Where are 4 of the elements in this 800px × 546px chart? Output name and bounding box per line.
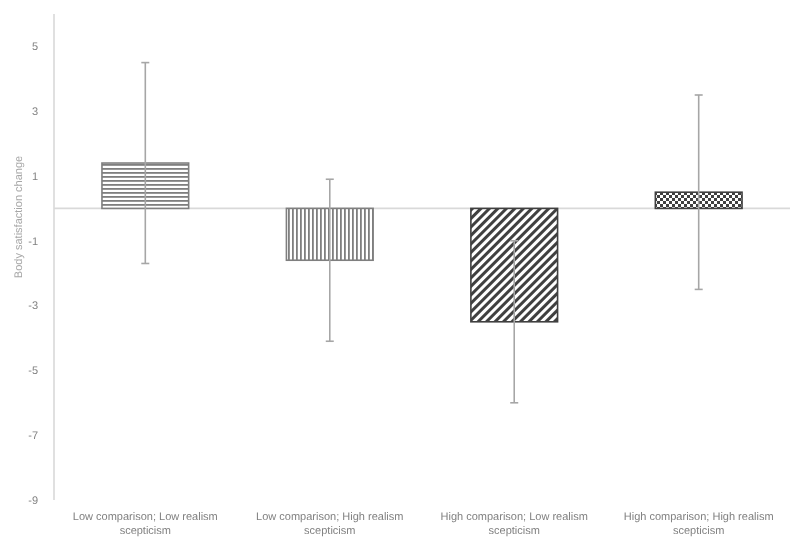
bar	[101, 162, 190, 210]
bar	[285, 207, 374, 262]
bar	[470, 207, 559, 323]
bar	[654, 191, 743, 210]
